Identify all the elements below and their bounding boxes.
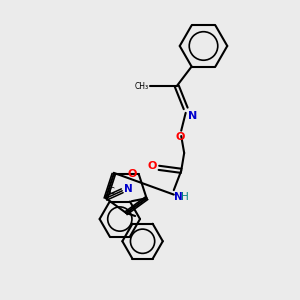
Text: N: N [174,192,183,202]
Text: CH₃: CH₃ [134,82,148,91]
Text: O: O [127,169,136,179]
Text: C: C [108,188,114,196]
Text: N: N [188,111,197,121]
Text: O: O [175,132,184,142]
Text: N: N [124,184,133,194]
Text: H: H [181,192,189,202]
Text: O: O [147,161,157,171]
